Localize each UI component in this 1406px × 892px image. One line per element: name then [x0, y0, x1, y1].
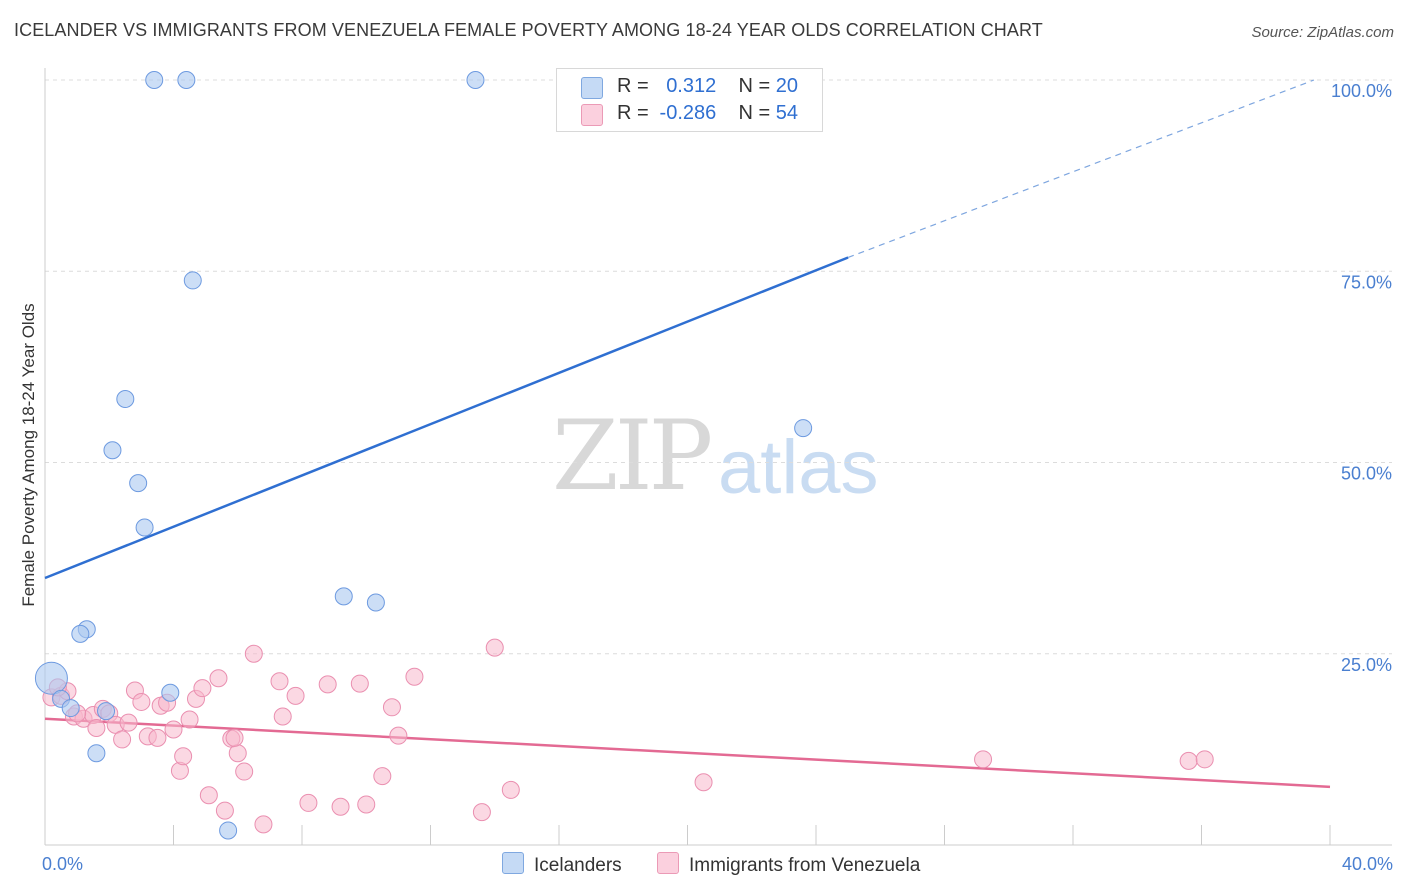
- icelanders-point: [87, 744, 106, 763]
- legend-n-value: 54: [775, 102, 798, 124]
- legend-n-label: N =: [738, 102, 771, 124]
- venezuela-point: [193, 679, 212, 698]
- icelanders-trend-extension: [847, 79, 1315, 259]
- venezuela-point: [254, 815, 273, 834]
- y-tick-label: 75.0%: [1341, 272, 1392, 292]
- icelanders-point: [97, 702, 116, 721]
- icelanders-point: [129, 474, 148, 493]
- data-points: [34, 71, 1214, 840]
- venezuela-point: [270, 672, 289, 691]
- source-label: Source: ZipAtlas.com: [1251, 24, 1394, 41]
- axes: [44, 68, 1392, 846]
- legend-r-label: R =: [617, 75, 649, 97]
- venezuela-point: [113, 730, 132, 749]
- x-tick-label: 40.0%: [1342, 854, 1393, 874]
- venezuela-point: [209, 669, 228, 688]
- y-tick-label: 100.0%: [1331, 81, 1392, 101]
- venezuela-point: [286, 686, 305, 705]
- chart-title: ICELANDER VS IMMIGRANTS FROM VENEZUELA F…: [14, 20, 1043, 40]
- venezuela-point: [389, 726, 408, 745]
- venezuela-point: [164, 720, 183, 739]
- legend-r-label: R =: [617, 102, 649, 124]
- venezuela-point: [1179, 751, 1198, 770]
- icelanders-point: [183, 271, 202, 290]
- icelanders-point: [219, 821, 238, 840]
- icelanders-point: [116, 390, 135, 409]
- venezuela-point: [382, 698, 401, 717]
- venezuela-point: [235, 762, 254, 781]
- venezuela-trend-line: [44, 717, 1331, 789]
- venezuela-point: [199, 786, 218, 805]
- watermark-zip: ZIP: [552, 400, 713, 512]
- venezuela-point: [350, 674, 369, 693]
- venezuela-point: [472, 803, 491, 822]
- legend-swatch-icelanders: [581, 77, 603, 99]
- icelanders-point: [71, 624, 90, 643]
- venezuela-point: [331, 797, 350, 816]
- y-tick-label: 50.0%: [1341, 464, 1392, 484]
- venezuela-point: [170, 761, 189, 780]
- venezuela-point: [373, 767, 392, 786]
- venezuela-point: [174, 747, 193, 766]
- venezuela-point: [225, 728, 244, 747]
- icelanders-point: [161, 683, 180, 702]
- correlation-legend: R = 0.312 N = 20 R = -0.286 N = 54: [556, 68, 823, 132]
- legend-r-value: 0.312: [666, 75, 717, 97]
- bottom-legend-venezuela: Immigrants from Venezuela: [657, 852, 920, 877]
- y-tick-label: 25.0%: [1341, 655, 1392, 675]
- venezuela-point: [405, 667, 424, 686]
- legend-swatch-venezuela: [581, 104, 603, 126]
- venezuela-point: [694, 773, 713, 792]
- bottom-legend-swatch-venezuela: [657, 852, 679, 874]
- bottom-legend-icelanders: Icelanders: [502, 852, 622, 877]
- tick-labels: 25.0% 50.0% 75.0% 100.0% 0.0% 40.0%: [42, 81, 1393, 874]
- venezuela-point: [1195, 750, 1214, 769]
- venezuela-point: [357, 795, 376, 814]
- icelanders-point: [145, 71, 164, 89]
- venezuela-point: [299, 793, 318, 812]
- bottom-legend-label: Icelanders: [534, 855, 622, 876]
- venezuela-point: [215, 801, 234, 820]
- venezuela-point: [119, 713, 138, 732]
- venezuela-point: [180, 710, 199, 729]
- gridlines: [45, 79, 1392, 655]
- icelanders-point: [334, 587, 353, 606]
- icelanders-point: [466, 71, 485, 89]
- icelanders-point: [794, 419, 813, 438]
- venezuela-point: [318, 675, 337, 694]
- venezuela-point: [273, 707, 292, 726]
- icelanders-point: [135, 518, 154, 537]
- icelanders-trend-line: [44, 256, 849, 580]
- venezuela-point: [974, 750, 993, 769]
- icelanders-point: [177, 71, 196, 89]
- y-axis-label: Female Poverty Among 18-24 Year Olds: [19, 303, 38, 606]
- legend-n-label: N =: [738, 75, 771, 97]
- venezuela-point: [244, 644, 263, 663]
- icelanders-point: [103, 441, 122, 460]
- bottom-legend-swatch-icelanders: [502, 852, 524, 874]
- legend-n-value: 20: [775, 75, 798, 97]
- trend-lines: [44, 79, 1331, 789]
- watermark-atlas: atlas: [718, 425, 879, 510]
- venezuela-point: [132, 692, 151, 711]
- venezuela-point: [148, 728, 167, 747]
- icelanders-point: [366, 593, 385, 612]
- venezuela-point: [485, 638, 504, 657]
- legend-r-value: -0.286: [659, 102, 717, 124]
- venezuela-point: [228, 744, 247, 763]
- bottom-legend-label: Immigrants from Venezuela: [689, 855, 921, 876]
- venezuela-point: [501, 780, 520, 799]
- icelanders-point: [34, 661, 68, 695]
- x-tick-label: 0.0%: [42, 854, 83, 874]
- icelanders-point: [61, 699, 80, 718]
- venezuela-point: [87, 718, 106, 737]
